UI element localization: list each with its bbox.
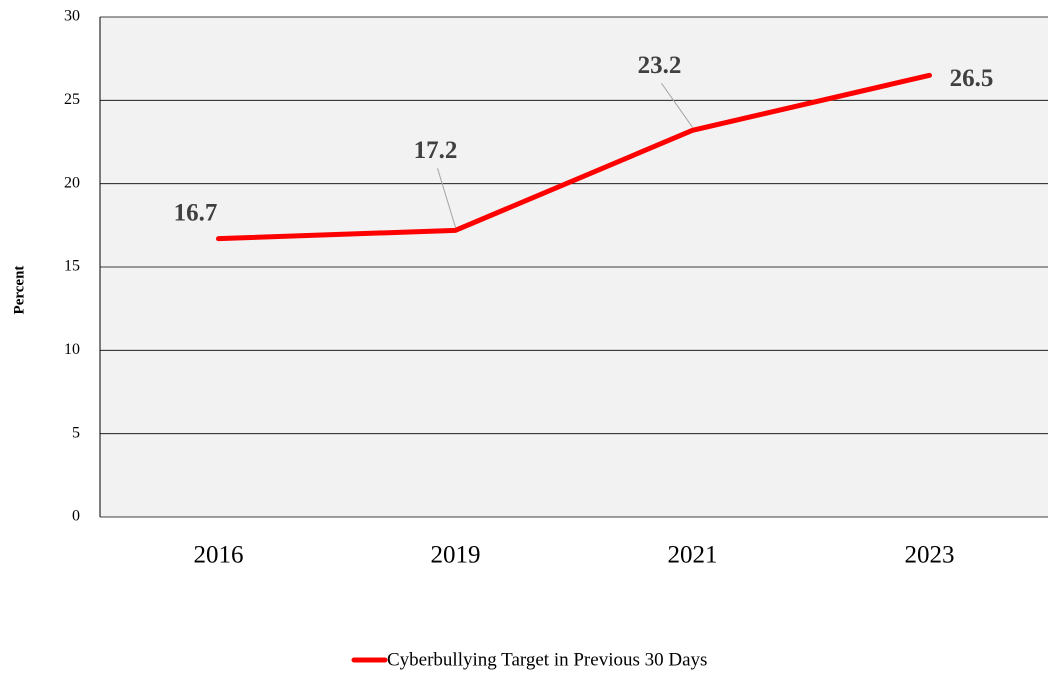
label-leader — [437, 168, 456, 228]
data-label: 17.2 — [414, 137, 458, 164]
x-tick-label: 2016 — [194, 542, 244, 569]
data-label: 23.2 — [638, 52, 682, 79]
x-tick-label: 2021 — [668, 542, 718, 569]
line — [216, 72, 932, 242]
y-tick-label: 30 — [64, 8, 80, 25]
y-tick-label: 5 — [72, 424, 80, 441]
y-tick-label: 10 — [64, 341, 80, 358]
y-tick-label: 15 — [64, 258, 80, 275]
y-tick-label: 25 — [64, 91, 80, 108]
y-axis-label: Percent — [11, 266, 27, 315]
data-label: 26.5 — [950, 65, 994, 92]
x-tick-label: 2023 — [905, 542, 955, 569]
legend-label: Cyberbullying Target in Previous 30 Days — [387, 649, 707, 670]
y-tick-label: 0 — [72, 508, 80, 525]
label-leader — [661, 83, 693, 128]
x-tick-label: 2019 — [431, 542, 481, 569]
y-tick-label: 20 — [64, 174, 80, 191]
data-label: 16.7 — [174, 199, 218, 226]
